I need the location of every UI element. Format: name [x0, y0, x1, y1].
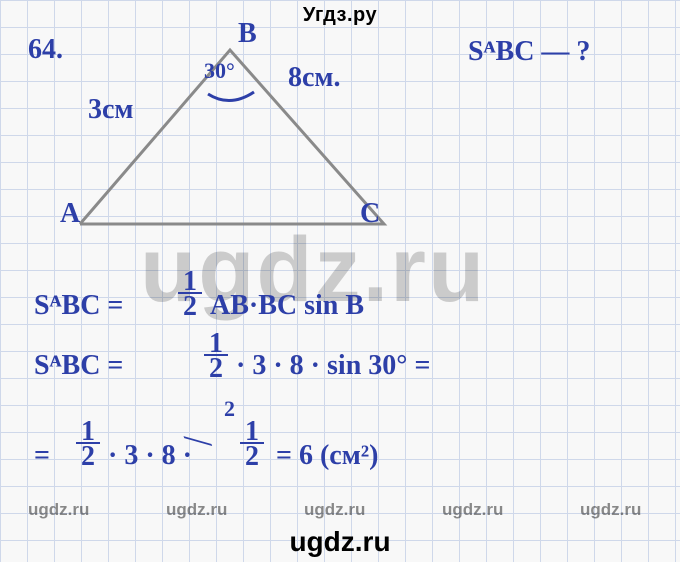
- line1-lhs: SᴬBC =: [34, 290, 123, 322]
- vertex-B-label: B: [238, 18, 257, 50]
- line3-result: = 6 (см²): [276, 440, 379, 472]
- page-root: Угдз.ру 64. SᴬBC — ? B A C 3см 8см. 30° …: [0, 0, 680, 562]
- line2-lhs: SᴬBC =: [34, 350, 123, 382]
- side-BC-label: 8см.: [288, 62, 341, 94]
- problem-number: 64.: [28, 34, 63, 66]
- side-AB-label: 3см: [88, 94, 134, 126]
- line3-frac1: 1 2: [76, 422, 100, 470]
- vertex-A-label: A: [60, 198, 80, 230]
- line2-den: 2: [204, 356, 228, 382]
- line3-frac2: 1 2: [240, 422, 264, 470]
- angle-B-label: 30°: [204, 58, 235, 84]
- line3-num1: 1: [76, 422, 100, 442]
- line3-num2: 1: [240, 422, 264, 442]
- line1-rhs: AB·BC sin B: [210, 290, 364, 322]
- line3-eq: =: [34, 440, 50, 472]
- line3-den1: 2: [76, 444, 100, 470]
- line1-num: 1: [178, 272, 202, 292]
- cancel-2: 2: [224, 396, 235, 422]
- line1-den: 2: [178, 294, 202, 320]
- line1-frac: 1 2: [178, 272, 202, 320]
- line2-num: 1: [204, 334, 228, 354]
- asked-label: SᴬBC — ?: [468, 36, 590, 68]
- line2-frac: 1 2: [204, 334, 228, 382]
- vertex-C-label: C: [360, 198, 380, 230]
- line2-rhs: · 3 · 8 · sin 30° =: [236, 350, 430, 382]
- line3-den2: 2: [240, 444, 264, 470]
